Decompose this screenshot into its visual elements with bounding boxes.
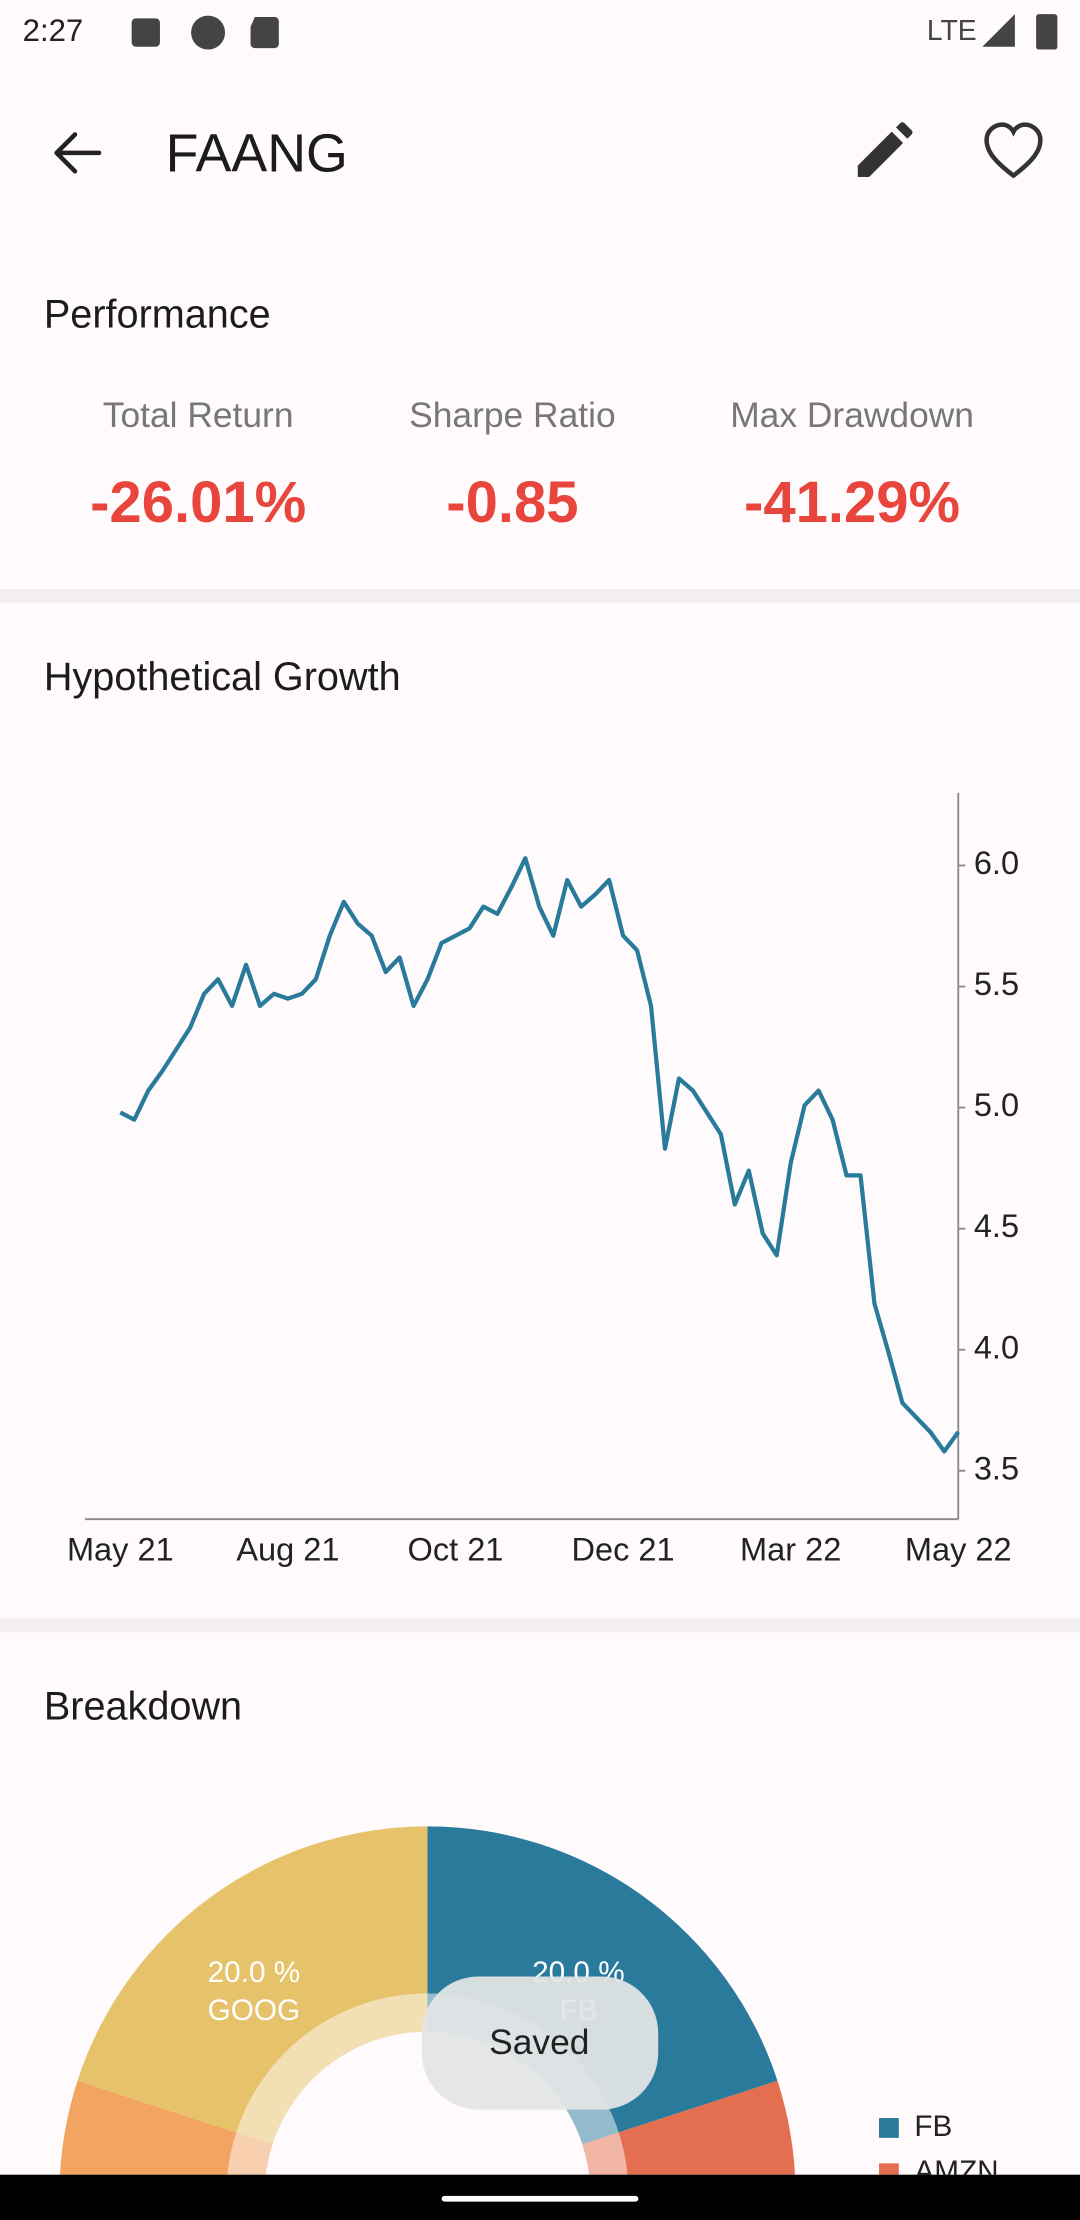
toast-text: Saved: [489, 2023, 589, 2062]
metric-label: Total Return: [103, 396, 294, 435]
slice-category-label: GOOG: [208, 1994, 300, 2027]
back-button[interactable]: [54, 132, 102, 174]
y-tick-label: 5.5: [974, 966, 1019, 1002]
pie-slice: [77, 1826, 428, 2133]
pie-slice-inner: [227, 2132, 273, 2175]
metric-value: -0.85: [446, 470, 578, 535]
x-tick-label: Aug 21: [236, 1531, 339, 1567]
favorite-button[interactable]: [984, 122, 1043, 179]
x-tick-label: May 22: [905, 1531, 1012, 1567]
battery-icon: [1036, 14, 1058, 50]
app-title: FAANG: [166, 123, 348, 183]
x-tick-label: Oct 21: [408, 1531, 504, 1567]
pie-slice-inner: [236, 1993, 428, 2145]
x-tick-label: Mar 22: [740, 1531, 841, 1567]
metric-label: Sharpe Ratio: [409, 396, 615, 435]
section-title: Performance: [44, 293, 271, 337]
edit-button[interactable]: [857, 122, 913, 177]
metric-label: Max Drawdown: [730, 396, 974, 435]
y-tick-label: 3.5: [974, 1450, 1019, 1486]
pie-slice: [59, 2080, 237, 2175]
pie-slice-inner: [582, 2132, 628, 2175]
metrics: Total Return -26.01% Sharpe Ratio -0.85 Max …: [90, 396, 974, 535]
line-chart: 3.5 4.0 4.5 5.0 5.5 6.0 May 21 Aug 21 Oct 21 Dec …: [67, 792, 1019, 1567]
divider: [0, 1618, 1080, 1633]
slice-value-label: 20.0 %: [208, 1956, 301, 1989]
section-title: Hypothetical Growth: [44, 655, 401, 699]
line-series: [119, 856, 960, 1454]
y-tick-label: 5.0: [974, 1087, 1019, 1123]
legend-label: FB: [914, 2110, 952, 2143]
y-tick-label: 4.0: [974, 1329, 1019, 1365]
y-tick-label: 6.0: [974, 845, 1019, 881]
section-title: Breakdown: [44, 1684, 242, 1728]
y-tick-label: 4.5: [974, 1208, 1019, 1244]
status-network: LTE: [927, 14, 977, 46]
home-indicator[interactable]: [441, 2195, 639, 2202]
x-tick-label: Dec 21: [572, 1531, 675, 1567]
metric-value: -26.01%: [90, 470, 306, 535]
metric-value: -41.29%: [744, 470, 960, 535]
status-time: 2:27: [23, 13, 84, 48]
legend-swatch: [879, 2118, 899, 2138]
pie-slice: [618, 2080, 795, 2175]
signal-icon: [982, 14, 1015, 47]
legend-swatch: [879, 2163, 899, 2175]
x-tick-label: May 21: [67, 1531, 174, 1567]
status-icons: [131, 15, 279, 50]
divider: [0, 588, 1080, 604]
toast: [421, 1976, 659, 2110]
legend-label: AMZN: [914, 2155, 998, 2188]
